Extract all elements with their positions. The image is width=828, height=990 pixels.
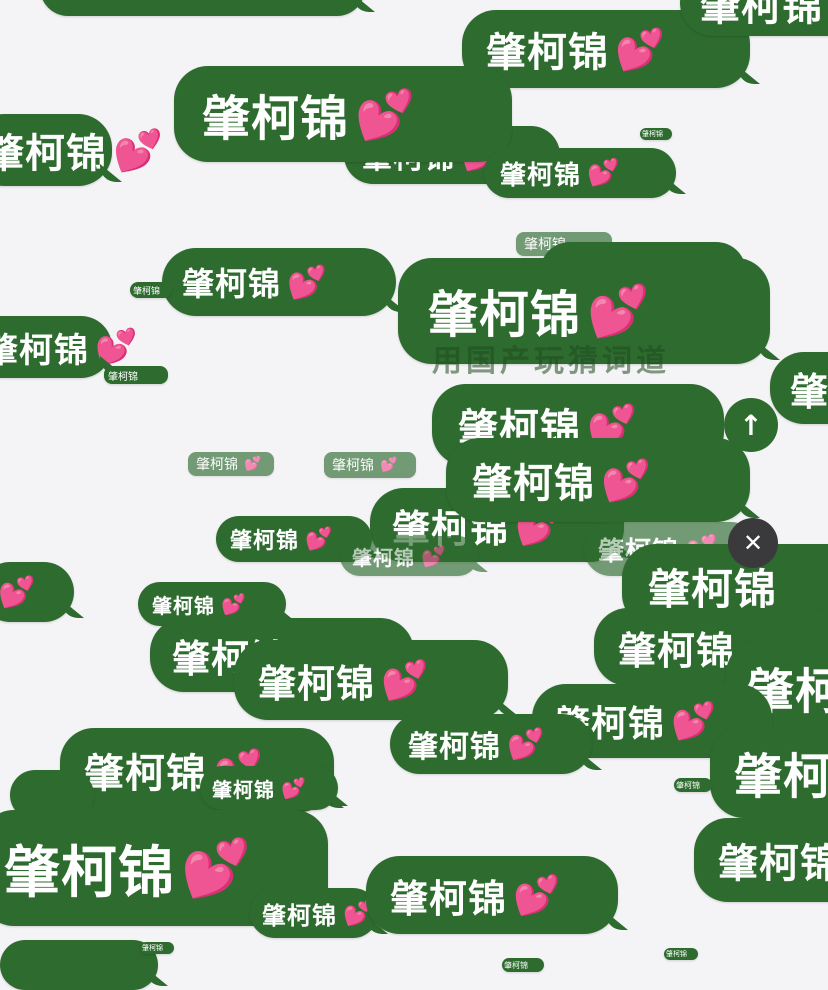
message-bubble: 肇柯锦 bbox=[674, 778, 712, 792]
heart-icon: 💕 bbox=[587, 158, 621, 188]
heart-icon: 💕 bbox=[181, 836, 252, 901]
message-bubble: 肇柯锦💕 bbox=[234, 640, 508, 720]
arrow-up-icon: ↑ bbox=[739, 408, 763, 442]
message-bubble: 肇柯锦 bbox=[770, 352, 828, 424]
scroll-up-button[interactable]: ↑ bbox=[724, 398, 778, 452]
bubble-text: 肇柯锦 bbox=[718, 841, 828, 887]
watermark-overlay: 用国产玩猜词道 bbox=[432, 344, 670, 379]
bubble-text: 肇柯锦 bbox=[152, 593, 215, 618]
heart-icon: 💕 bbox=[244, 456, 262, 472]
heart-icon: 💕 bbox=[671, 701, 717, 742]
bubble-text: 肇柯锦 bbox=[500, 160, 582, 191]
bubble-text: 肇柯锦 bbox=[642, 130, 663, 138]
heart-icon: 💕 bbox=[0, 574, 37, 610]
message-bubble: 肇柯锦 bbox=[104, 366, 168, 384]
bubble-text: 肇柯锦 bbox=[212, 777, 275, 802]
message-bubble: 肇柯锦💕 bbox=[200, 766, 338, 810]
message-bubble: 肇柯锦💕 bbox=[398, 258, 770, 364]
heart-icon: 💕 bbox=[305, 526, 334, 552]
heart-icon: 💕 bbox=[421, 544, 447, 568]
message-bubble: 肇柯锦 bbox=[502, 958, 544, 972]
heart-icon: 💕 bbox=[221, 592, 247, 616]
message-bubble: 肇柯锦💕 bbox=[250, 888, 378, 938]
close-icon: ✕ bbox=[742, 529, 764, 557]
bubble-text: 肇柯锦 bbox=[504, 960, 528, 970]
message-bubble: 肇柯锦 💕 bbox=[324, 452, 416, 478]
bubble-text: 肇柯锦 bbox=[202, 91, 350, 147]
bubble-text: 肇柯锦 bbox=[142, 944, 163, 952]
bubble-text: 肇柯锦 bbox=[196, 457, 238, 473]
heart-icon: 💕 bbox=[380, 457, 398, 473]
heart-icon: 💕 bbox=[287, 263, 328, 301]
heart-icon: 💕 bbox=[381, 657, 430, 702]
bubble-text: 肇柯锦 bbox=[486, 30, 609, 76]
bubble-text: 肇柯锦 bbox=[0, 131, 107, 177]
heart-icon: 💕 bbox=[113, 127, 164, 174]
bubble-text: 肇柯锦 bbox=[618, 628, 736, 673]
bubble-text: 肇柯锦 bbox=[0, 330, 89, 371]
message-bubble: 肇柯锦💕 bbox=[0, 316, 137, 378]
message-bubble bbox=[40, 0, 365, 16]
bubble-text: 肇柯锦 bbox=[390, 876, 508, 921]
message-bubble: 肇柯锦 bbox=[680, 0, 828, 36]
heart-icon: 💕 bbox=[281, 776, 307, 800]
bubble-text: 肇柯锦 bbox=[666, 950, 687, 958]
message-bubble: 肇柯锦 💕 bbox=[188, 452, 274, 476]
message-bubble: 肇柯锦💕 bbox=[340, 536, 478, 576]
message-bubble: 肇柯锦💕 bbox=[0, 114, 163, 186]
bubble-text: 肇柯锦 bbox=[182, 265, 282, 303]
heart-icon: 💕 bbox=[601, 457, 652, 504]
message-bubble: 肇柯锦💕 bbox=[162, 248, 396, 316]
bubble-text: 肇柯锦 bbox=[428, 286, 581, 344]
close-button[interactable]: ✕ bbox=[728, 518, 778, 568]
message-bubble: 肇柯锦 bbox=[140, 942, 174, 954]
message-bubble: 肇柯锦💕 bbox=[390, 714, 592, 774]
bubble-text: 肇柯锦 bbox=[332, 458, 374, 474]
heart-icon: 💕 bbox=[513, 872, 562, 917]
bubble-text: 肇柯锦 bbox=[258, 661, 376, 706]
message-bubble: 💕 bbox=[0, 562, 74, 622]
message-bubble bbox=[0, 940, 158, 990]
bubble-text: 肇柯锦 bbox=[790, 369, 828, 414]
bubble-text: 肇柯锦 bbox=[408, 730, 501, 765]
message-bubble: 肇柯锦💕 bbox=[174, 66, 512, 162]
bubble-text: 肇柯锦 bbox=[133, 286, 161, 297]
bubble-text: 肇柯锦 bbox=[84, 751, 207, 797]
heart-icon: 💕 bbox=[615, 26, 666, 73]
heart-icon: 💕 bbox=[95, 327, 139, 367]
message-bubble: 肇柯锦 bbox=[694, 818, 828, 902]
message-bubble: 肇柯锦 bbox=[130, 282, 172, 298]
bubble-text: 肇柯锦 bbox=[262, 901, 337, 930]
message-bubble: 肇柯锦💕 bbox=[446, 438, 750, 522]
bubble-text: 肇柯锦 bbox=[676, 780, 700, 790]
message-bubble: 肇柯锦💕 bbox=[484, 148, 676, 198]
bubble-text: 肇柯锦 bbox=[108, 371, 138, 383]
bubble-text: 肇柯锦 bbox=[734, 749, 828, 805]
message-bubble: 肇柯锦💕 bbox=[366, 856, 618, 934]
message-bubble: 肇柯锦 bbox=[710, 726, 828, 818]
heart-icon: 💕 bbox=[587, 281, 651, 340]
bubble-text: 肇柯锦 bbox=[230, 529, 300, 554]
bubble-text: 肇柯锦 bbox=[4, 840, 175, 906]
heart-icon: 💕 bbox=[355, 86, 416, 143]
message-bubble: 肇柯锦 bbox=[640, 128, 672, 140]
bubble-text: 肇柯锦 bbox=[352, 545, 415, 570]
bubble-text: 肇柯锦 bbox=[700, 0, 823, 30]
message-bubble: 肇柯锦 bbox=[664, 948, 698, 960]
bubble-text: 肇柯锦 bbox=[472, 461, 595, 507]
bubble-text: 肇柯锦 bbox=[648, 564, 778, 614]
heart-icon: 💕 bbox=[507, 726, 546, 762]
